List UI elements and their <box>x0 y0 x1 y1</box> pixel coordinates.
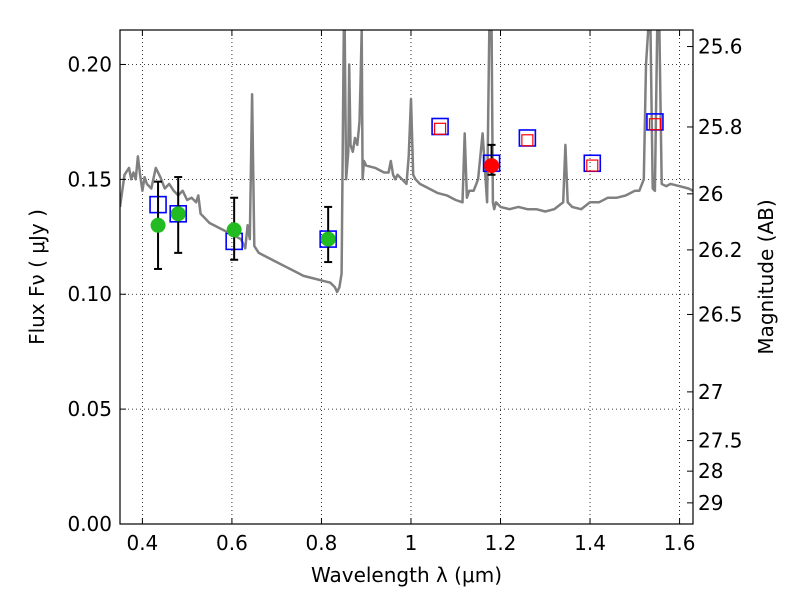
right-axis-label: Magnitude (AB) <box>754 199 778 354</box>
red-square-marker <box>648 118 662 131</box>
x-tick-label: 0.6 <box>216 531 248 555</box>
data-point <box>484 158 500 174</box>
y-axis-label: Flux Fν ( μJy ) <box>25 209 49 345</box>
right-tick-label: 26.2 <box>698 238 743 262</box>
plot-frame <box>119 29 694 525</box>
data-point <box>226 222 242 238</box>
right-tick-label: 26 <box>698 182 723 206</box>
grid <box>120 30 693 525</box>
right-tick-label: 25.8 <box>698 115 743 139</box>
x-tick-label: 0.8 <box>306 531 338 555</box>
right-tick-label: 25.6 <box>698 35 743 59</box>
right-tick-label: 26.5 <box>698 302 743 326</box>
data-point <box>170 206 186 222</box>
data-point <box>150 217 166 233</box>
y-tick-label: 0.00 <box>67 512 112 536</box>
right-tick-label: 28 <box>698 459 723 483</box>
y-tick-label: 0.10 <box>67 282 112 306</box>
sed-curve <box>120 30 693 294</box>
x-tick-label: 1.4 <box>574 531 606 555</box>
x-axis-label: Wavelength λ (μm) <box>311 563 502 587</box>
plot-area <box>120 30 693 294</box>
y-tick-label: 0.05 <box>67 397 112 421</box>
right-tick-label: 27.5 <box>698 429 743 453</box>
axis-ticks: 0.4 0.6 0.8 1 1.2 1.4 1.6 0.00 0.05 0.10 0.15 0.20 2… <box>67 30 743 555</box>
x-tick-label: 1.2 <box>485 531 517 555</box>
red-square-marker <box>586 159 599 172</box>
red-square-marker <box>433 122 447 135</box>
right-tick-label: 27 <box>698 380 723 404</box>
red-square-marker <box>521 134 534 147</box>
x-tick-label: 0.4 <box>126 531 158 555</box>
y-tick-label: 0.20 <box>67 52 112 76</box>
x-tick-label: 1 <box>405 531 418 555</box>
right-tick-label: 29 <box>698 491 723 515</box>
y-tick-label: 0.15 <box>67 167 112 191</box>
x-tick-label: 1.6 <box>664 531 696 555</box>
data-point <box>320 231 336 247</box>
